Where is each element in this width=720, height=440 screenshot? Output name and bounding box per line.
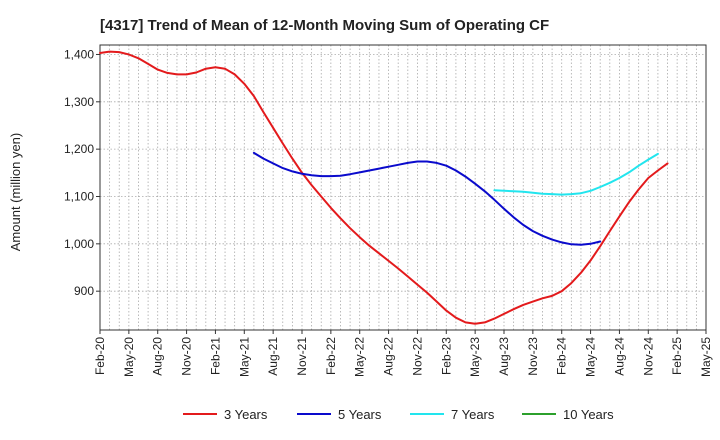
x-tick-label: May-23: [468, 337, 482, 377]
series-line-3-years: [99, 50, 669, 325]
x-tick-label: Nov-24: [641, 337, 655, 376]
y-axis-label: Amount (million yen): [8, 133, 23, 252]
x-tick-label: Nov-20: [180, 337, 194, 376]
x-tick-label: Feb-24: [555, 337, 569, 375]
x-tick-label: Nov-22: [410, 337, 424, 376]
legend-label-5-years: 5 Years: [338, 407, 382, 422]
x-tick-label: Aug-22: [382, 337, 396, 376]
x-tick-label: Feb-21: [208, 337, 222, 375]
y-tick-label: 1,000: [64, 237, 94, 251]
y-tick-label: 1,300: [64, 95, 94, 109]
x-tick-label: Nov-21: [295, 337, 309, 376]
plot-frame: [99, 44, 707, 331]
series-lines: [99, 50, 669, 325]
x-tick-label: May-24: [584, 337, 598, 377]
x-tick-label: Feb-23: [439, 337, 453, 375]
x-tick-label: May-22: [353, 337, 367, 377]
y-tick-label: 1,200: [64, 142, 94, 156]
legend-label-7-years: 7 Years: [451, 407, 495, 422]
grid: [99, 45, 707, 330]
series-line-5-years: [252, 151, 602, 246]
x-tick-label: Aug-24: [612, 337, 626, 376]
x-tick-label: Aug-20: [151, 337, 165, 376]
y-tick-label: 900: [74, 284, 94, 298]
chart-title: [4317] Trend of Mean of 12-Month Moving …: [100, 17, 549, 34]
x-tick-label: Feb-25: [670, 337, 684, 375]
x-tick-label: May-25: [699, 337, 713, 377]
x-tick-label: May-21: [237, 337, 251, 377]
x-tick-label: Aug-23: [497, 337, 511, 376]
x-tick-label: Nov-23: [526, 337, 540, 376]
series-line-7-years: [493, 152, 659, 196]
y-tick-label: 1,100: [64, 189, 94, 203]
x-tick-label: Aug-21: [266, 337, 280, 376]
legend: 3 Years 5 Years 7 Years 10 Years: [183, 407, 614, 422]
y-tick-label: 1,400: [64, 47, 94, 61]
x-axis: Feb-20 May-20 Aug-20 Nov-20 Feb-21 May-21 Aug-…: [93, 330, 713, 377]
y-axis: 900 1,000 1,100 1,200 1,300 1,400: [64, 47, 100, 298]
x-tick-label: Feb-22: [324, 337, 338, 375]
legend-label-10-years: 10 Years: [563, 407, 614, 422]
x-tick-label: May-20: [122, 337, 136, 377]
legend-label-3-years: 3 Years: [224, 407, 268, 422]
x-tick-label: Feb-20: [93, 337, 107, 375]
